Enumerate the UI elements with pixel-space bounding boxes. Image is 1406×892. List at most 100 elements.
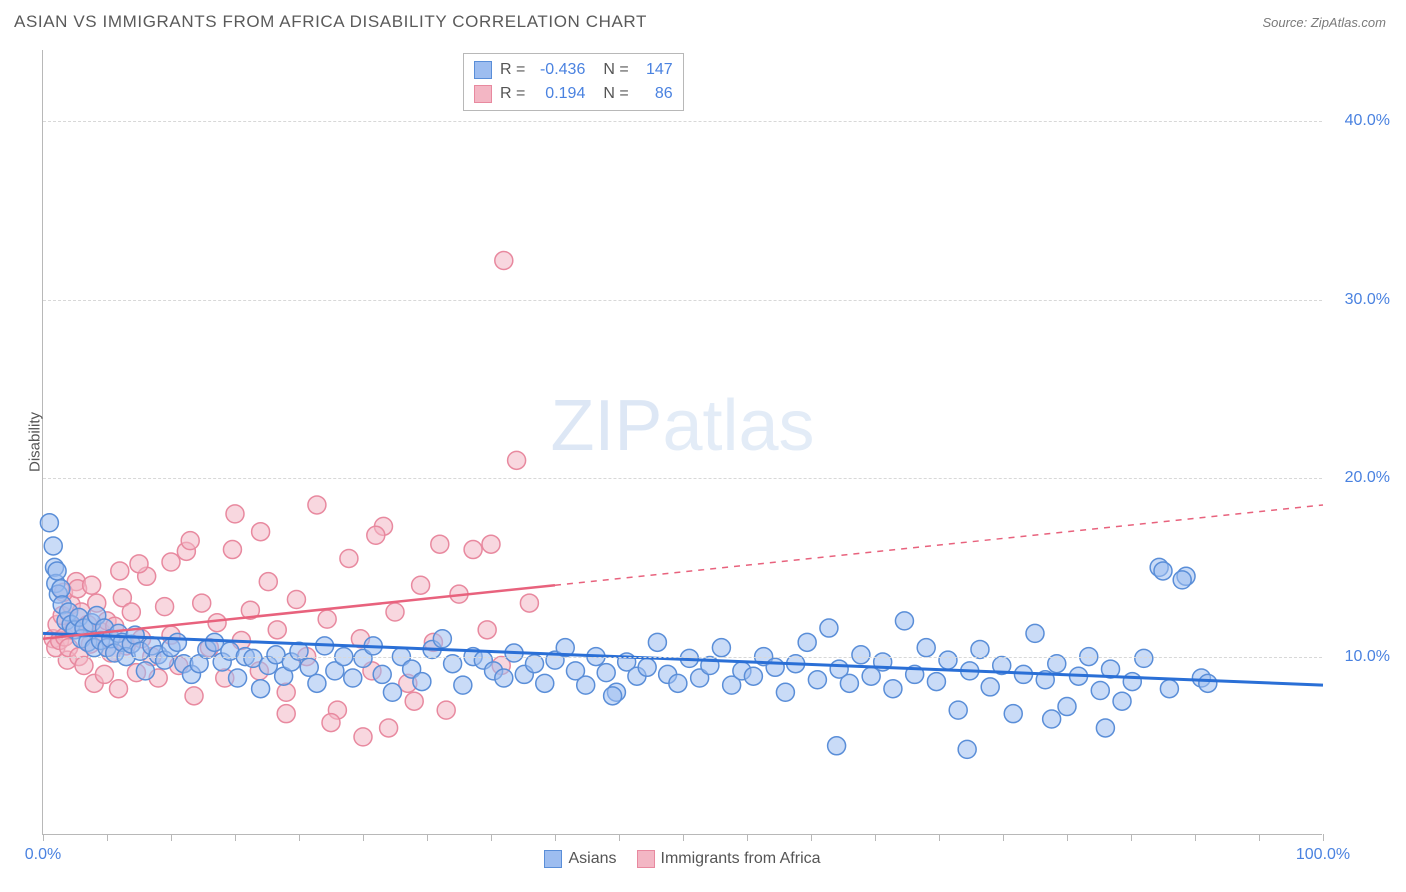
legend-item-asians: Asians — [544, 850, 616, 868]
r-label-africa: R = — [500, 82, 525, 106]
n-value-asians: 147 — [637, 58, 673, 82]
scatter-point — [431, 535, 449, 553]
scatter-point — [1043, 710, 1061, 728]
scatter-point — [1058, 698, 1076, 716]
scatter-point — [798, 633, 816, 651]
x-tick — [875, 834, 876, 841]
r-label-asians: R = — [500, 58, 525, 82]
source-label: Source: — [1262, 15, 1310, 30]
scatter-point — [122, 603, 140, 621]
x-tick — [107, 834, 108, 841]
scatter-point — [185, 687, 203, 705]
r-value-africa: 0.194 — [533, 82, 585, 106]
scatter-point — [340, 549, 358, 567]
scatter-point — [604, 687, 622, 705]
scatter-point — [252, 523, 270, 541]
scatter-point — [226, 505, 244, 523]
scatter-point — [287, 591, 305, 609]
scatter-point — [405, 692, 423, 710]
y-tick-label: 30.0% — [1345, 291, 1390, 309]
gridline-h — [43, 121, 1322, 122]
scatter-point — [852, 646, 870, 664]
scatter-point — [111, 562, 129, 580]
scatter-point — [268, 621, 286, 639]
scatter-point — [1004, 705, 1022, 723]
gridline-h — [43, 478, 1322, 479]
scatter-point — [181, 532, 199, 550]
n-label-asians: N = — [603, 58, 628, 82]
scatter-point — [638, 658, 656, 676]
scatter-point — [828, 737, 846, 755]
bottom-legend: Asians Immigrants from Africa — [43, 850, 1322, 868]
scatter-point — [162, 553, 180, 571]
n-value-africa: 86 — [637, 82, 673, 106]
scatter-point — [300, 658, 318, 676]
scatter-point — [776, 683, 794, 701]
scatter-point — [252, 680, 270, 698]
scatter-point — [40, 514, 58, 532]
legend-swatch-africa — [637, 850, 655, 868]
scatter-point — [927, 673, 945, 691]
scatter-point — [939, 651, 957, 669]
scatter-point — [48, 562, 66, 580]
legend-label-asians: Asians — [568, 850, 616, 868]
n-label-africa: N = — [603, 82, 628, 106]
x-tick — [619, 834, 620, 841]
scatter-point — [495, 252, 513, 270]
x-tick — [43, 834, 44, 841]
scatter-point — [373, 665, 391, 683]
x-tick — [491, 834, 492, 841]
x-tick — [427, 834, 428, 841]
scatter-point — [95, 665, 113, 683]
y-tick-label: 40.0% — [1345, 112, 1390, 130]
scatter-point — [648, 633, 666, 651]
scatter-point — [917, 639, 935, 657]
x-tick — [299, 834, 300, 841]
scatter-point — [1123, 673, 1141, 691]
x-tick — [235, 834, 236, 841]
x-tick — [811, 834, 812, 841]
x-tick — [1195, 834, 1196, 841]
x-tick — [171, 834, 172, 841]
scatter-point — [433, 630, 451, 648]
scatter-point — [1154, 562, 1172, 580]
scatter-point — [597, 664, 615, 682]
y-tick-label: 20.0% — [1345, 469, 1390, 487]
legend-item-africa: Immigrants from Africa — [637, 850, 821, 868]
chart-title: ASIAN VS IMMIGRANTS FROM AFRICA DISABILI… — [14, 12, 647, 32]
scatter-point — [808, 671, 826, 689]
x-tick — [683, 834, 684, 841]
scatter-point — [577, 676, 595, 694]
scatter-point — [895, 612, 913, 630]
scatter-point — [277, 683, 295, 701]
scatter-point — [482, 535, 500, 553]
x-tick — [1067, 834, 1068, 841]
scatter-point — [1199, 674, 1217, 692]
scatter-point — [820, 619, 838, 637]
x-tick — [939, 834, 940, 841]
scatter-point — [454, 676, 472, 694]
scatter-point — [344, 669, 362, 687]
x-tick — [1003, 834, 1004, 841]
scatter-point — [318, 610, 336, 628]
source-attribution: Source: ZipAtlas.com — [1262, 15, 1386, 30]
x-tick — [1259, 834, 1260, 841]
scatter-point — [383, 683, 401, 701]
plot-area: Disability ZIPatlas R = -0.436 N = 147 R… — [42, 50, 1322, 835]
scatter-point — [958, 740, 976, 758]
scatter-point — [1096, 719, 1114, 737]
x-tick — [1323, 834, 1324, 841]
scatter-point — [1026, 624, 1044, 642]
scatter-point — [712, 639, 730, 657]
swatch-africa — [474, 85, 492, 103]
x-tick — [363, 834, 364, 841]
stats-row-africa: R = 0.194 N = 86 — [474, 82, 673, 106]
chart-container: Disability ZIPatlas R = -0.436 N = 147 R… — [42, 50, 1392, 835]
scatter-point — [464, 541, 482, 559]
scatter-point — [259, 573, 277, 591]
x-tick — [747, 834, 748, 841]
scatter-point — [536, 674, 554, 692]
scatter-point — [413, 673, 431, 691]
scatter-point — [44, 537, 62, 555]
scatter-point — [1173, 571, 1191, 589]
